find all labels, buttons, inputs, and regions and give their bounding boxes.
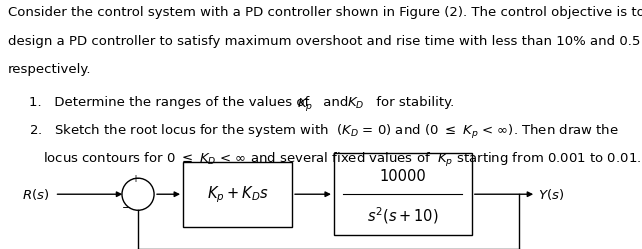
Text: $s^2(s + 10)$: $s^2(s + 10)$ [367, 205, 438, 226]
Text: and: and [319, 96, 352, 109]
Text: Consider the control system with a PD controller shown in Figure (2). The contro: Consider the control system with a PD co… [8, 6, 642, 19]
Text: design a PD controller to satisfy maximum overshoot and rise time with less than: design a PD controller to satisfy maximu… [8, 35, 642, 48]
Text: 2.   Sketch the root locus for the system with  ($K_D$ = 0) and (0 $\leq$ $K_p$ : 2. Sketch the root locus for the system … [29, 123, 619, 141]
FancyBboxPatch shape [183, 162, 292, 227]
Text: +: + [131, 174, 139, 184]
Text: $K_D$: $K_D$ [347, 96, 365, 111]
Text: for stability.: for stability. [372, 96, 454, 109]
Text: $Y(s)$: $Y(s)$ [538, 187, 564, 202]
Text: locus contours for 0 $\leq$ $K_D$ < $\infty$ and several fixed values of  $K_p$ : locus contours for 0 $\leq$ $K_D$ < $\in… [43, 151, 641, 169]
Text: $K_p + K_D s$: $K_p + K_D s$ [207, 184, 268, 204]
Text: $K_p$: $K_p$ [297, 96, 313, 113]
Text: $R(s)$: $R(s)$ [22, 187, 49, 202]
FancyBboxPatch shape [334, 153, 472, 235]
Text: −: − [122, 203, 131, 213]
Text: 10000: 10000 [379, 169, 426, 184]
Text: respectively.: respectively. [8, 63, 91, 76]
Text: 1.   Determine the ranges of the values of: 1. Determine the ranges of the values of [29, 96, 313, 109]
